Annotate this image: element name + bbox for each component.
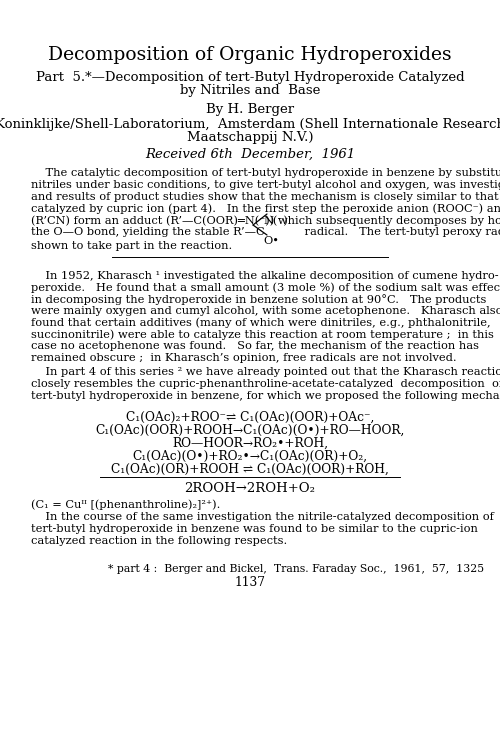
Text: C₁(OAc)(O•)+RO₂•→C₁(OAc)(OR)+O₂,: C₁(OAc)(O•)+RO₂•→C₁(OAc)(OR)+O₂, — [132, 450, 368, 463]
Text: By H. Berger: By H. Berger — [206, 103, 294, 116]
Text: In the course of the same investigation the nitrile-catalyzed decomposition of: In the course of the same investigation … — [31, 512, 494, 522]
Text: catalyzed by cupric ion (part 4).   In the first step the peroxide anion (ROOC⁻): catalyzed by cupric ion (part 4). In the… — [31, 203, 500, 214]
Text: Decomposition of Organic Hydroperoxides: Decomposition of Organic Hydroperoxides — [48, 46, 452, 64]
Text: C₁(OAc)(OR)+ROOH ⇌ C₁(OAc)(OOR)+ROH,: C₁(OAc)(OR)+ROOH ⇌ C₁(OAc)(OOR)+ROH, — [111, 463, 389, 475]
Text: tert-butyl hydroperoxide in benzene, for which we proposed the following mechani: tert-butyl hydroperoxide in benzene, for… — [31, 390, 500, 401]
Text: succinonitrile) were able to catalyze this reaction at room temperature ;  in th: succinonitrile) were able to catalyze th… — [31, 330, 494, 340]
Text: 1137: 1137 — [234, 575, 266, 588]
Text: * part 4 :  Berger and Bickel,  Trans. Faraday Soc.,  1961,  57,  1325: * part 4 : Berger and Bickel, Trans. Far… — [108, 564, 484, 574]
Text: C₁(OAc)₂+ROO⁻⇌ C₁(OAc)(OOR)+OAc⁻,: C₁(OAc)₂+ROO⁻⇌ C₁(OAc)(OOR)+OAc⁻, — [126, 410, 374, 423]
Text: found that certain additives (many of which were dinitriles, e.g., phthalonitril: found that certain additives (many of wh… — [31, 318, 490, 328]
Text: Received 6th  December,  1961: Received 6th December, 1961 — [145, 148, 355, 161]
Text: in decomposing the hydroperoxide in benzene solution at 90°C.   The products: in decomposing the hydroperoxide in benz… — [31, 294, 486, 305]
Text: by Nitriles and  Base: by Nitriles and Base — [180, 84, 320, 97]
Text: Maatschappij N.V.): Maatschappij N.V.) — [187, 131, 313, 144]
Text: closely resembles the cupric-phenanthroline-acetate-catalyzed  decomposition  of: closely resembles the cupric-phenanthrol… — [31, 379, 500, 389]
Text: N(⁻): N(⁻) — [263, 216, 288, 227]
Text: tert-butyl hydroperoxide in benzene was found to be similar to the cupric-ion: tert-butyl hydroperoxide in benzene was … — [31, 524, 478, 534]
Text: The catalytic decomposition of tert-butyl hydroperoxide in benzene by substitute: The catalytic decomposition of tert-buty… — [31, 168, 500, 178]
Text: (C₁ = Cuᴵᴵ [(phenanthroline)₂]²⁺).: (C₁ = Cuᴵᴵ [(phenanthroline)₂]²⁺). — [31, 499, 220, 510]
Text: Part  5.*—Decomposition of tert-Butyl Hydroperoxide Catalyzed: Part 5.*—Decomposition of tert-Butyl Hyd… — [36, 71, 465, 84]
Text: O•: O• — [263, 236, 279, 246]
Text: RO—HOOR→RO₂•+ROH,: RO—HOOR→RO₂•+ROH, — [172, 436, 328, 450]
Text: case no acetophenone was found.   So far, the mechanism of the reaction has: case no acetophenone was found. So far, … — [31, 341, 479, 352]
Text: C₁(OAc)(OOR)+ROOH→C₁(OAc)(O•)+RO—HOOR,: C₁(OAc)(OOR)+ROOH→C₁(OAc)(O•)+RO—HOOR, — [96, 423, 405, 436]
Text: 2ROOH→2ROH+O₂: 2ROOH→2ROH+O₂ — [184, 482, 316, 496]
Text: nitriles under basic conditions, to give tert-butyl alcohol and oxygen, was inve: nitriles under basic conditions, to give… — [31, 180, 500, 190]
Text: catalyzed reaction in the following respects.: catalyzed reaction in the following resp… — [31, 536, 287, 546]
Text: remained obscure ;  in Kharasch’s opinion, free radicals are not involved.: remained obscure ; in Kharasch’s opinion… — [31, 353, 456, 363]
Text: were mainly oxygen and cumyl alcohol, with some acetophenone.   Kharasch also: were mainly oxygen and cumyl alcohol, wi… — [31, 306, 500, 316]
Text: peroxide.   He found that a small amount (3 mole %) of the sodium salt was effec: peroxide. He found that a small amount (… — [31, 282, 500, 293]
Text: and results of product studies show that the mechanism is closely similar to tha: and results of product studies show that… — [31, 192, 500, 202]
Text: the O—O bond, yielding the stable R’—C           radical.   The tert-butyl perox: the O—O bond, yielding the stable R’—C r… — [31, 227, 500, 237]
Text: shown to take part in the reaction.: shown to take part in the reaction. — [31, 240, 232, 251]
Text: Koninklijke/Shell-Laboratorium,  Amsterdam (Shell Internationale Research: Koninklijke/Shell-Laboratorium, Amsterda… — [0, 118, 500, 131]
Text: In part 4 of this series ² we have already pointed out that the Kharasch reactio: In part 4 of this series ² we have alrea… — [31, 367, 500, 377]
Text: In 1952, Kharasch ¹ investigated the alkaline decomposition of cumene hydro-: In 1952, Kharasch ¹ investigated the alk… — [31, 270, 498, 281]
Text: (R’CN) form an adduct (R’—C(OOR)═N(⁻)) which subsequently decomposes by homolysi: (R’CN) form an adduct (R’—C(OOR)═N(⁻)) w… — [31, 215, 500, 226]
